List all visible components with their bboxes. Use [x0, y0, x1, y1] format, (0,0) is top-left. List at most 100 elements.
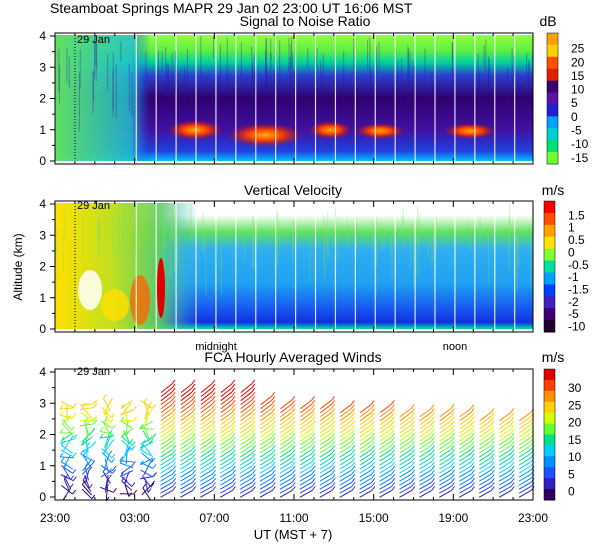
wind-barb — [139, 475, 154, 480]
wind-barb-flag — [490, 432, 495, 438]
wind-barb-flag — [291, 400, 296, 405]
wind-barb — [219, 490, 233, 498]
wind-barb-flag — [331, 465, 336, 471]
wind-barb — [220, 391, 233, 402]
time-gap — [494, 203, 496, 329]
time-gap — [354, 35, 356, 161]
streak — [322, 54, 324, 82]
wind-barb-flag — [271, 395, 276, 401]
streak — [369, 38, 371, 79]
wind-barb-flag — [431, 473, 435, 479]
wind-barb — [339, 408, 352, 418]
wind-barb — [220, 408, 233, 418]
wind-barb-flag — [271, 420, 276, 426]
wind-barb-flag — [60, 436, 65, 442]
wind-barb — [299, 432, 313, 442]
wind-barb-flag — [231, 400, 236, 405]
wind-barb — [518, 477, 532, 486]
wind-barb — [339, 461, 353, 470]
streak — [290, 44, 292, 90]
wind-barb-flag — [171, 416, 176, 422]
wind-barb-flag — [211, 428, 216, 434]
wind-barb-flag — [112, 487, 117, 493]
colorbar-frame — [543, 200, 556, 333]
wind-barb-flag — [490, 412, 495, 417]
wind-barb-flag — [212, 473, 216, 479]
wind-barb — [519, 432, 532, 442]
wind-barb — [320, 399, 332, 410]
wind-barb — [279, 490, 293, 498]
wind-barb-flag — [451, 461, 455, 467]
wind-barb-flag — [93, 419, 98, 425]
wind-barb — [379, 457, 392, 466]
wind-barb-flag — [391, 441, 395, 446]
wind-barb — [59, 456, 75, 459]
wind-barb-flag — [390, 408, 395, 413]
wind-barb-flag — [140, 460, 144, 466]
streak — [253, 54, 255, 104]
wind-barb-flag — [59, 428, 64, 434]
colorbar-label: 0 — [568, 485, 575, 499]
wind-barb — [419, 408, 432, 418]
wind-barb — [62, 467, 72, 480]
wind-barb — [220, 420, 233, 430]
wind-barb-flag — [91, 427, 96, 433]
wind-barb — [499, 444, 512, 454]
wind-barb-flag — [73, 434, 78, 440]
wind-barb-flag — [411, 461, 415, 467]
wind-barb — [180, 453, 193, 462]
wind-barb — [220, 387, 233, 398]
wind-barb — [339, 440, 352, 450]
wind-barb-flag — [251, 432, 256, 438]
colorbar-swatch — [544, 272, 555, 285]
wind-barb — [319, 477, 333, 486]
wind-barb — [220, 424, 233, 434]
streak — [375, 241, 377, 297]
wind-barb — [103, 401, 111, 416]
colorbar-label: -5 — [568, 307, 579, 321]
streak — [219, 44, 221, 94]
wind-barb — [519, 428, 532, 438]
wind-barb — [160, 436, 173, 446]
wind-barb-flag — [311, 461, 316, 467]
wind-barb-flag — [431, 449, 435, 454]
wind-barb — [419, 457, 432, 466]
wind-barb — [299, 457, 313, 466]
wind-barb-flag — [271, 469, 276, 475]
streak — [118, 203, 120, 254]
wind-barb — [419, 473, 432, 482]
wind-barb — [518, 440, 532, 450]
wind-barb-flag — [391, 453, 396, 458]
wind-barb — [459, 424, 472, 434]
wind-barb — [200, 391, 213, 402]
wind-barb — [61, 423, 73, 435]
y-tick-label: 3 — [39, 60, 46, 74]
wind-barb-flag — [251, 428, 256, 434]
wind-barb — [478, 481, 492, 490]
wind-barb — [459, 453, 472, 462]
wind-barb-flag — [331, 473, 336, 479]
wind-barb-flag — [450, 449, 455, 454]
streak — [251, 46, 253, 98]
streak — [174, 215, 176, 273]
wind-barb-flag — [490, 420, 495, 426]
wind-barb — [60, 449, 74, 458]
wind-barb — [239, 490, 253, 498]
streak — [163, 225, 165, 271]
wind-barb-flag — [311, 424, 316, 430]
streak — [252, 62, 254, 109]
wind-barb — [479, 420, 492, 430]
wind-barb — [439, 444, 452, 454]
wind-barb-flag — [251, 400, 256, 405]
wind-barb-flag — [120, 472, 124, 477]
wind-barb — [84, 474, 90, 489]
wind-barb-flag — [171, 383, 176, 389]
wind-barb — [439, 428, 452, 438]
wind-barb — [200, 408, 213, 418]
colorbar-label: 5 — [571, 96, 578, 110]
wind-barb — [359, 481, 373, 490]
wind-barb — [319, 416, 332, 426]
streak — [215, 225, 217, 268]
y-tick-label: 1 — [39, 291, 46, 305]
streak — [63, 210, 65, 243]
